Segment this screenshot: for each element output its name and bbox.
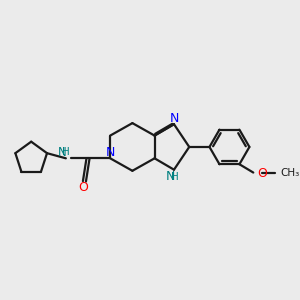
- Text: N: N: [58, 146, 67, 159]
- Text: H: H: [171, 172, 178, 182]
- Text: H: H: [62, 147, 70, 157]
- Text: CH₃: CH₃: [280, 168, 300, 178]
- Text: O: O: [79, 181, 88, 194]
- Text: N: N: [170, 112, 179, 125]
- Text: N: N: [106, 146, 115, 159]
- Text: O: O: [257, 167, 267, 180]
- Text: N: N: [166, 170, 175, 183]
